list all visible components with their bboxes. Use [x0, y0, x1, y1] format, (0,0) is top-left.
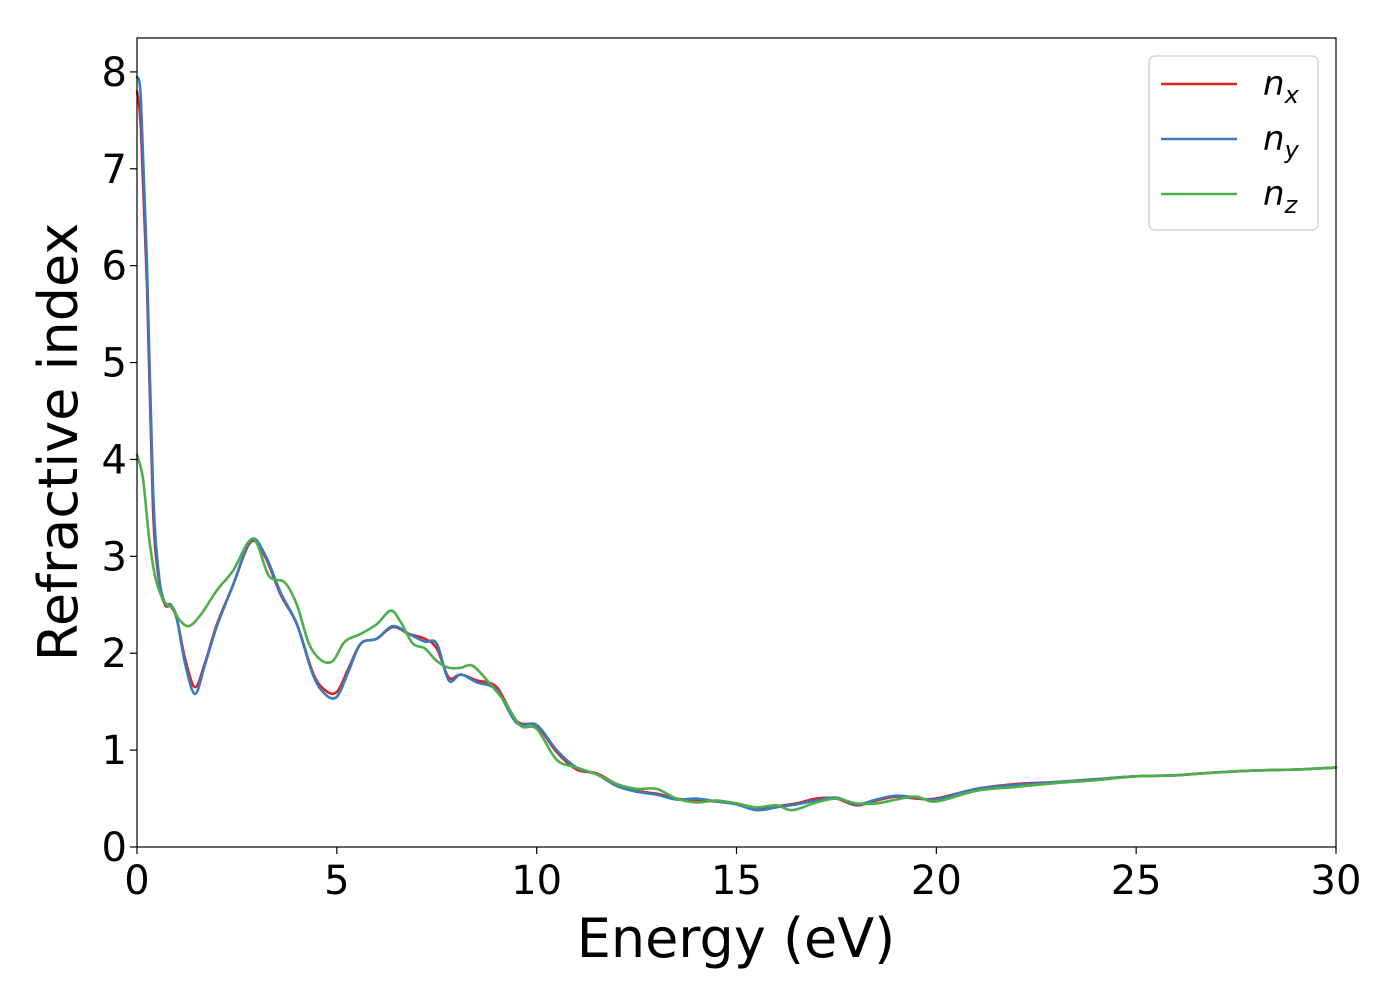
legend-box: [1148, 55, 1319, 231]
y-tick-label: 5: [102, 341, 127, 387]
x-tick-label: 10: [511, 858, 562, 904]
y-tick-label: 7: [102, 147, 127, 193]
x-axis-ticks: 0 5 10 15 20 25 30: [124, 847, 1361, 904]
x-tick-label: 5: [324, 858, 349, 904]
x-tick-label: 30: [1311, 858, 1362, 904]
x-axis-label: Energy (eV): [577, 907, 896, 970]
legend-label-nz: nz: [1263, 174, 1299, 219]
series-layer: [135, 75, 1338, 812]
y-tick-label: 4: [102, 437, 127, 483]
legend-label-ny: ny: [1263, 119, 1300, 164]
x-tick-label: 20: [911, 858, 962, 904]
y-tick-label: 1: [102, 728, 127, 774]
y-tick-label: 2: [102, 631, 127, 677]
x-tick-label: 0: [124, 858, 149, 904]
y-axis-ticks: 0 1 2 3 4 5 6 7 8: [102, 50, 137, 871]
y-tick-label: 3: [102, 534, 127, 580]
y-tick-label: 0: [102, 825, 127, 871]
y-tick-label: 6: [102, 244, 127, 290]
x-tick-label: 25: [1111, 858, 1162, 904]
legend: nx ny nz: [1148, 55, 1319, 231]
y-tick-label: 8: [102, 50, 127, 96]
legend-label-nx: nx: [1263, 64, 1300, 109]
plot-background: [137, 38, 1336, 847]
y-axis-label: Refractive index: [27, 223, 90, 662]
x-tick-label: 15: [711, 858, 762, 904]
series-line-nz: [135, 453, 1338, 812]
